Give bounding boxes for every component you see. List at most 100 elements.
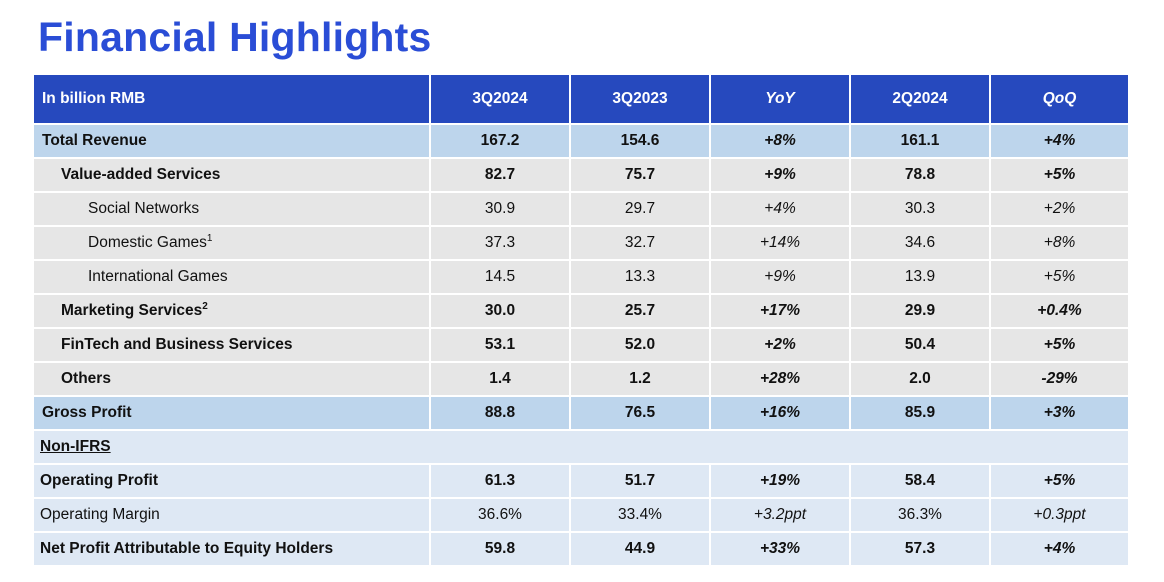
row-label-text: Gross Profit [42,404,132,421]
row-label-text: Marketing Services [61,302,203,320]
value-yoy: +28% [710,362,851,397]
row-label: Operating Margin [34,498,431,533]
table-row: Others 1.4 1.2 +28% 2.0 -29% [34,362,1128,397]
table-row: Social Networks 30.9 29.7 +4% 30.3 +2% [34,192,1128,227]
value-3q2024: 1.4 [430,362,571,397]
value-yoy: +9% [710,158,851,193]
footnote-marker: 1 [206,233,213,245]
value-3q2023: 52.0 [570,328,711,363]
value-3q2024: 37.3 [430,226,571,261]
row-label: Others [34,362,431,397]
financial-highlights-table: In billion RMB 3Q2024 3Q2023 YoY 2Q2024 … [34,75,1128,567]
row-label-text: Operating Profit [40,472,158,489]
value-3q2023: 1.2 [570,362,711,397]
value-qoq: +4% [990,124,1128,159]
value-yoy: +14% [710,226,851,261]
table-row: International Games 14.5 13.3 +9% 13.9 +5% [34,260,1128,295]
table-row: Non-IFRS [34,430,1128,465]
value-3q2023: 44.9 [570,532,711,567]
header-qoq: QoQ [990,75,1128,125]
value-2q2024: 29.9 [850,294,991,329]
value-2q2024: 161.1 [850,124,991,159]
page-title: Financial Highlights [38,14,432,60]
row-label-text: Net Profit Attributable to Equity Holder… [40,540,334,557]
value-3q2023: 75.7 [570,158,711,193]
row-label-text: Non-IFRS [40,438,111,455]
value-2q2024: 85.9 [850,396,991,431]
value-3q2023: 32.7 [570,226,711,261]
value-3q2023: 33.4% [570,498,711,533]
value-qoq: +5% [990,464,1128,499]
value-qoq: +4% [990,532,1128,567]
row-label-text: Value-added Services [61,166,221,183]
value-qoq: -29% [990,362,1128,397]
row-label: FinTech and Business Services [34,328,431,363]
value-yoy: +17% [710,294,851,329]
value-3q2024: 167.2 [430,124,571,159]
value-2q2024: 2.0 [850,362,991,397]
value-3q2024: 82.7 [430,158,571,193]
value-yoy: +16% [710,396,851,431]
value-3q2023: 13.3 [570,260,711,295]
table-row: Operating Margin 36.6% 33.4% +3.2ppt 36.3% +0… [34,498,1128,533]
value-qoq: +3% [990,396,1128,431]
row-label-text: Social Networks [88,200,200,217]
value-3q2024: 14.5 [430,260,571,295]
value-2q2024: 78.8 [850,158,991,193]
value-qoq: +0.3ppt [990,498,1128,533]
header-2q2024: 2Q2024 [850,75,991,125]
value-2q2024: 57.3 [850,532,991,567]
header-3q2024: 3Q2024 [430,75,571,125]
value-qoq: +5% [990,260,1128,295]
value-2q2024: 30.3 [850,192,991,227]
table-row: Net Profit Attributable to Equity Holder… [34,532,1128,567]
row-label-text: Operating Margin [40,506,160,523]
value-yoy: +2% [710,328,851,363]
value-3q2024: 53.1 [430,328,571,363]
value-2q2024: 34.6 [850,226,991,261]
table-row: Total Revenue 167.2 154.6 +8% 161.1 +4% [34,124,1128,159]
table-row: Operating Profit 61.3 51.7 +19% 58.4 +5% [34,464,1128,499]
value-yoy: +3.2ppt [710,498,851,533]
value-yoy: +33% [710,532,851,567]
value-3q2024: 88.8 [430,396,571,431]
row-label: Total Revenue [34,124,431,159]
value-2q2024: 36.3% [850,498,991,533]
value-qoq: +2% [990,192,1128,227]
value-3q2024: 36.6% [430,498,571,533]
value-3q2024: 30.9 [430,192,571,227]
value-qoq: +0.4% [990,294,1128,329]
row-label: Gross Profit [34,396,431,431]
table-row: Marketing Services2 30.0 25.7 +17% 29.9 +0.4% [34,294,1128,329]
value-yoy: +4% [710,192,851,227]
value-2q2024: 13.9 [850,260,991,295]
row-label: Value-added Services [34,158,431,193]
value-3q2023: 25.7 [570,294,711,329]
value-3q2023: 51.7 [570,464,711,499]
value-qoq: +5% [990,158,1128,193]
value-qoq: +5% [990,328,1128,363]
row-label-text: International Games [88,268,228,285]
table-row: FinTech and Business Services 53.1 52.0 +2%… [34,328,1128,363]
value-yoy: +8% [710,124,851,159]
header-row: In billion RMB 3Q2024 3Q2023 YoY 2Q2024 … [34,75,1128,125]
row-label-text: FinTech and Business Services [61,336,293,353]
row-label: Net Profit Attributable to Equity Holder… [34,532,431,567]
value-yoy: +9% [710,260,851,295]
row-label-text: Domestic Games [88,234,207,252]
value-3q2023: 154.6 [570,124,711,159]
header-yoy: YoY [710,75,851,125]
header-unit: In billion RMB [34,75,431,125]
row-label: Marketing Services2 [34,294,431,329]
value-yoy: +19% [710,464,851,499]
value-3q2024: 59.8 [430,532,571,567]
table-row: Gross Profit 88.8 76.5 +16% 85.9 +3% [34,396,1128,431]
value-3q2023: 76.5 [570,396,711,431]
row-label: Operating Profit [34,464,431,499]
row-label: International Games [34,260,431,295]
header-3q2023: 3Q2023 [570,75,711,125]
row-label-text: Others [61,370,111,387]
value-2q2024: 50.4 [850,328,991,363]
value-3q2024: 30.0 [430,294,571,329]
row-label: Social Networks [34,192,431,227]
